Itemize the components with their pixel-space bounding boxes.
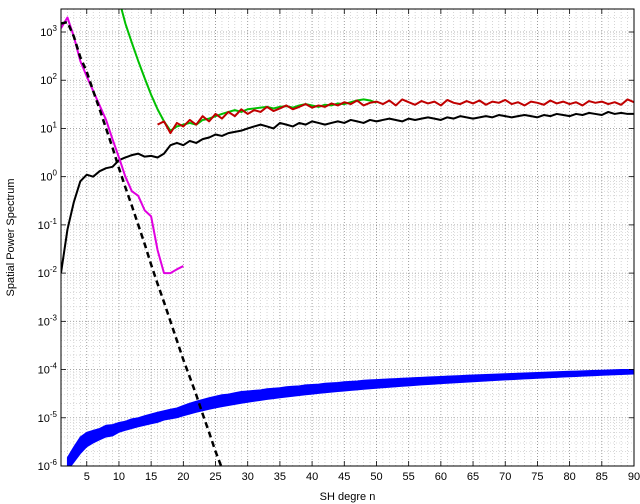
series-line-1	[157, 98, 634, 135]
y-tick-label: 10-4	[38, 362, 58, 377]
x-axis-label: SH degre n	[320, 491, 376, 503]
x-tick-label: 20	[177, 471, 189, 483]
x-tick-label: 40	[306, 471, 318, 483]
series-line-4	[61, 20, 223, 466]
x-tick-label: 75	[531, 471, 543, 483]
x-tick-label: 10	[113, 471, 125, 483]
series-line-3	[61, 16, 184, 275]
plot-frame	[60, 8, 635, 467]
y-tick-label: 10-2	[38, 265, 58, 280]
y-tick-label: 101	[40, 120, 57, 135]
x-tick-label: 25	[209, 471, 221, 483]
y-tick-label: 10-5	[38, 410, 58, 425]
y-axis-label: Spatial Power Spectrum	[5, 179, 17, 297]
x-tick-label: 35	[274, 471, 286, 483]
x-tick-label: 55	[403, 471, 415, 483]
x-tick-layer: 5 10 15 20 25 30 35 40 45 50 55 60 65 70 75 80 85 90	[84, 9, 640, 483]
x-tick-label: 85	[596, 471, 608, 483]
series-layer	[61, 9, 634, 466]
y-tick-label: 10-6	[38, 458, 58, 473]
x-tick-label: 30	[242, 471, 254, 483]
x-tick-label: 15	[145, 471, 157, 483]
grid-layer	[60, 8, 635, 467]
series-line-2	[61, 110, 634, 274]
band-layer	[66, 369, 634, 466]
x-tick-label: 45	[338, 471, 350, 483]
y-tick-label: 103	[40, 24, 57, 39]
y-tick-label: 10-3	[38, 313, 58, 328]
y-tick-label: 10-1	[38, 217, 58, 232]
x-tick-label: 5	[84, 471, 90, 483]
y-tick-layer: 10-6 10-5 10-4 10-3 10-2 10-1 100 101 102 103	[38, 24, 634, 473]
x-tick-label: 90	[628, 471, 640, 483]
x-tick-label: 60	[435, 471, 447, 483]
series-band-blue	[66, 369, 634, 466]
x-tick-label: 70	[499, 471, 511, 483]
y-tick-label: 100	[40, 169, 57, 184]
x-tick-label: 80	[563, 471, 575, 483]
y-tick-label: 102	[40, 72, 57, 87]
x-tick-label: 50	[370, 471, 382, 483]
x-tick-label: 65	[467, 471, 479, 483]
